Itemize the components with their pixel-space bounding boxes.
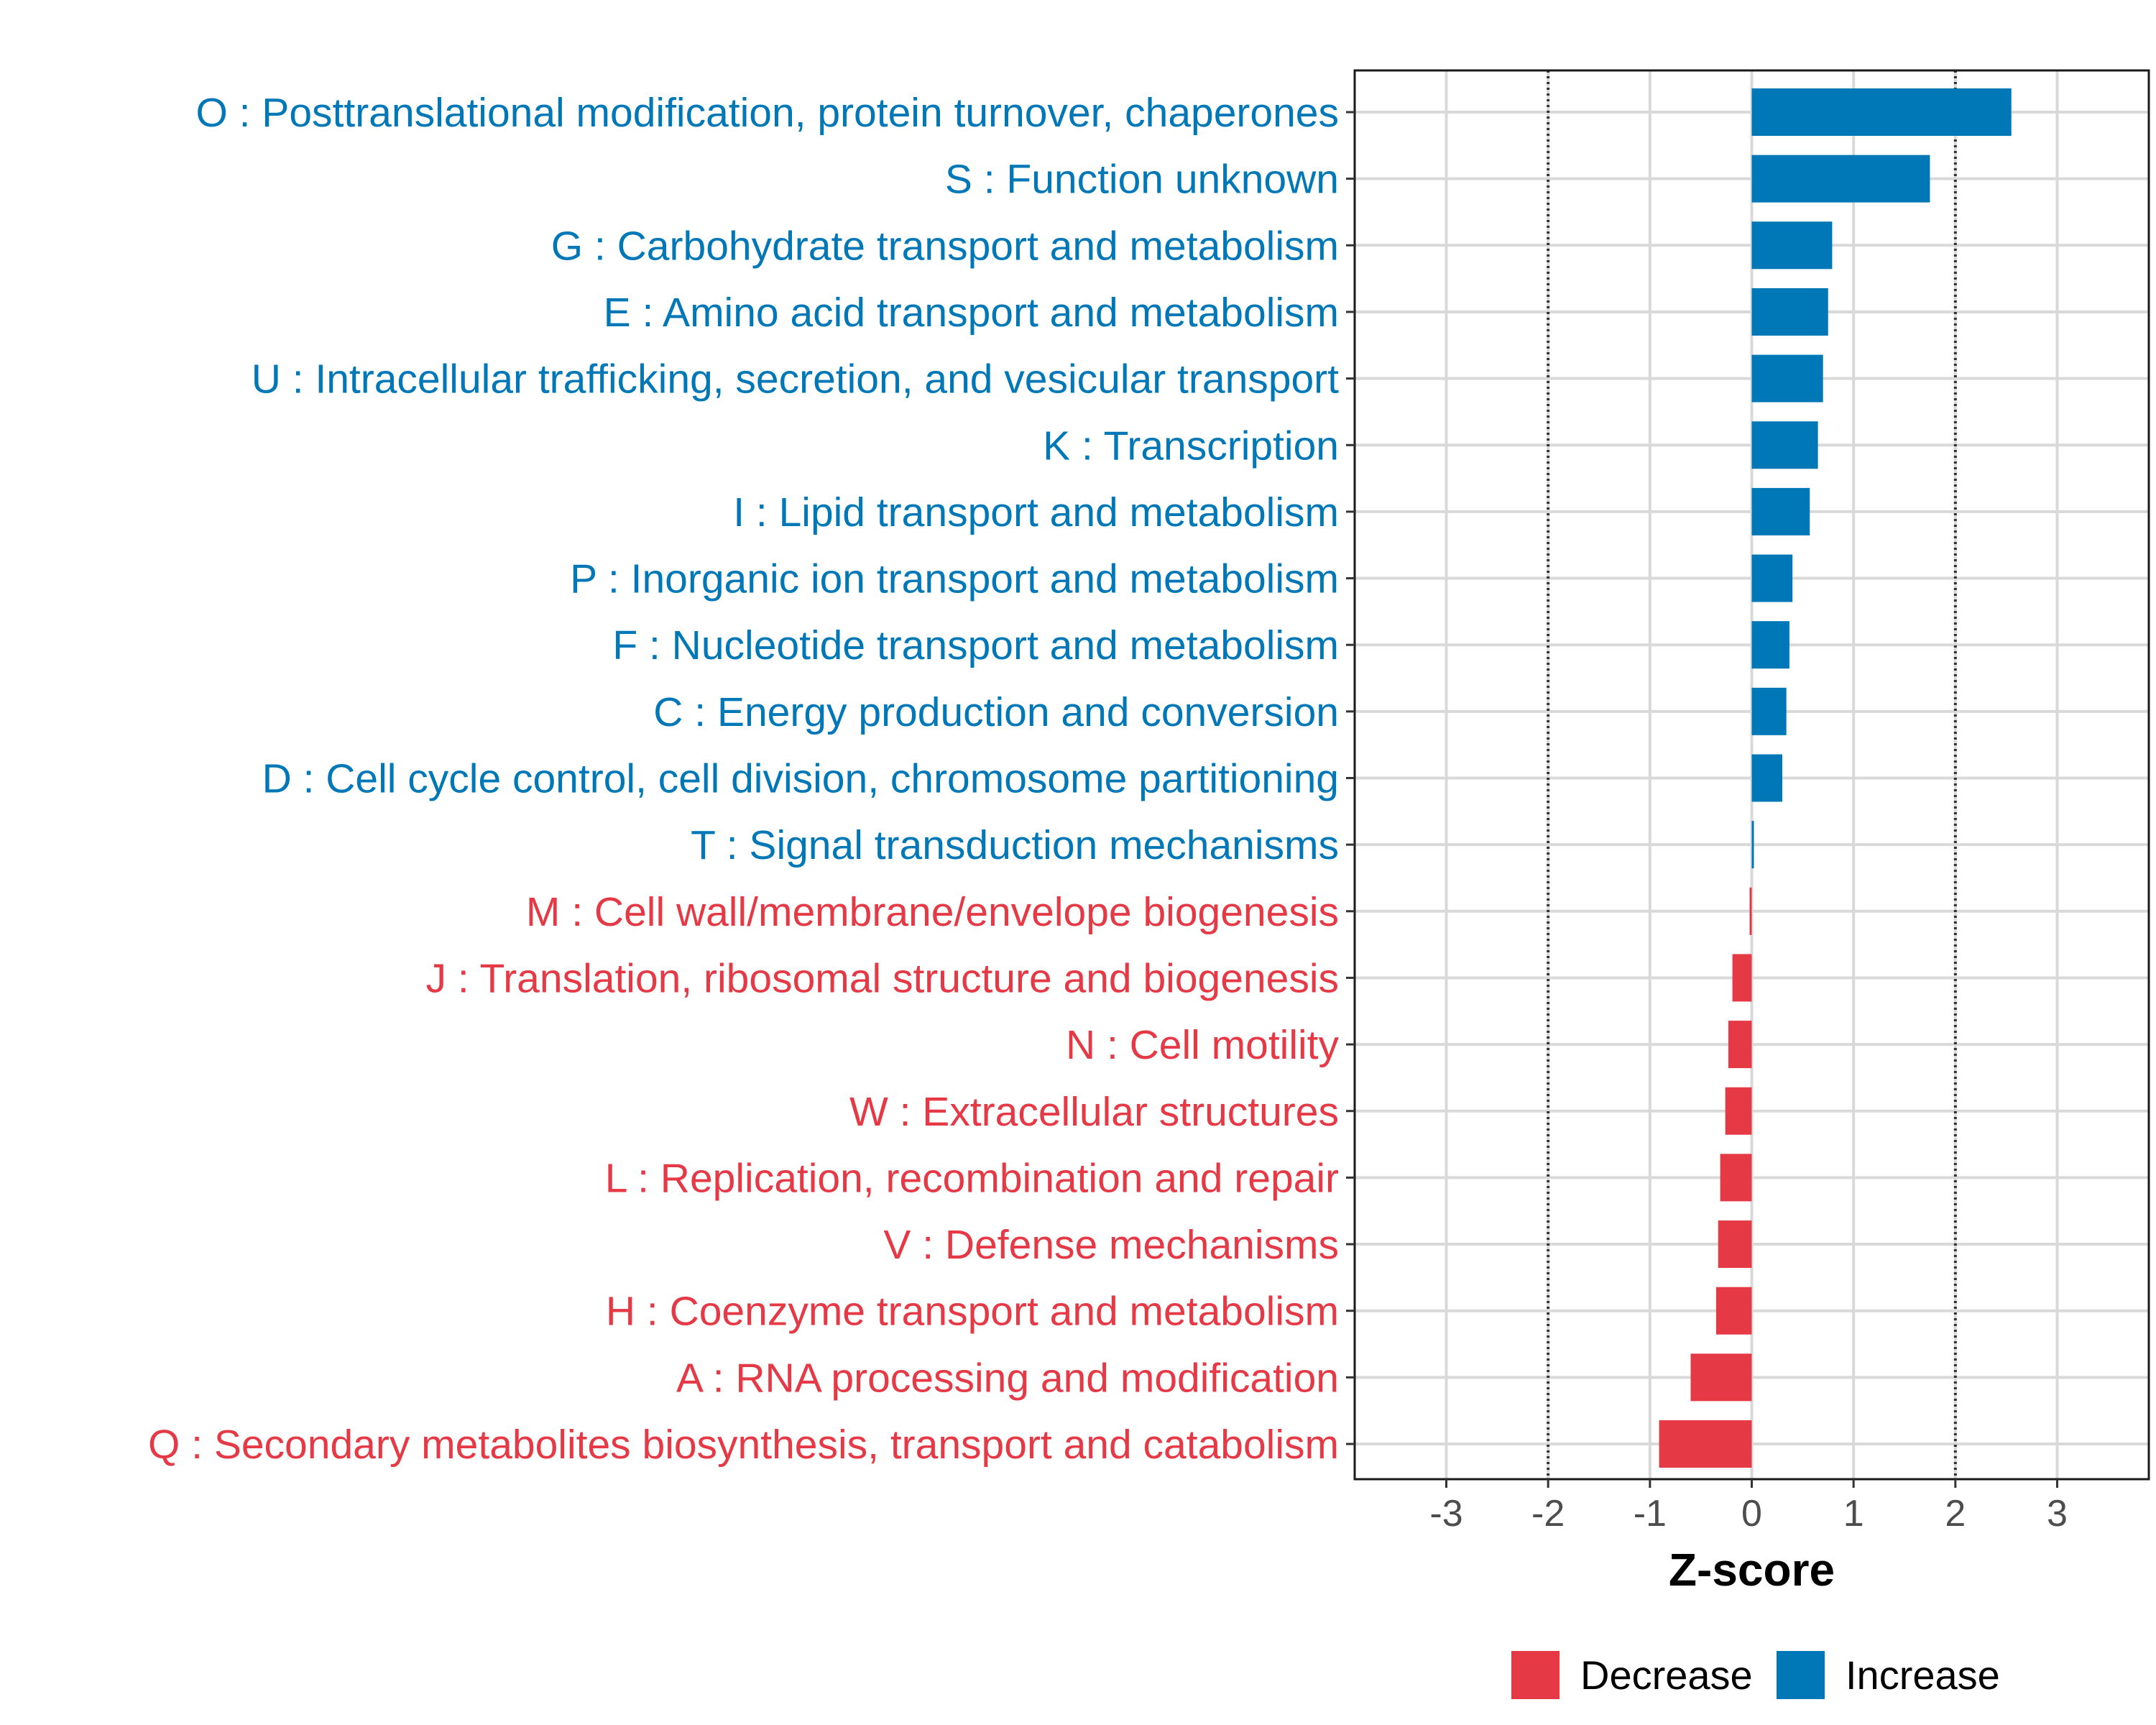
- category-label: D : Cell cycle control, cell division, c…: [262, 756, 1339, 802]
- x-tick-label: -3: [1429, 1493, 1462, 1535]
- category-label: I : Lipid transport and metabolism: [733, 489, 1339, 535]
- bar: [1751, 354, 1823, 402]
- category-label: M : Cell wall/membrane/envelope biogenes…: [526, 889, 1339, 935]
- bar: [1751, 554, 1793, 602]
- category-label: A : RNA processing and modification: [676, 1355, 1339, 1401]
- bar: [1751, 88, 2012, 136]
- category-label: N : Cell motility: [1066, 1022, 1340, 1068]
- y-axis: O : Posttranslational modification, prot…: [148, 90, 1355, 1468]
- x-axis-title: Z-score: [1669, 1544, 1835, 1596]
- bar: [1751, 421, 1818, 469]
- category-label: W : Extracellular structures: [849, 1089, 1339, 1135]
- legend-label: Increase: [1846, 1652, 2000, 1698]
- x-tick-label: 2: [1945, 1493, 1966, 1535]
- x-axis: -3 -2 -1 0 1 2 3: [1429, 1479, 2068, 1535]
- legend-label: Decrease: [1580, 1652, 1753, 1698]
- category-label: T : Signal transduction mechanisms: [691, 822, 1339, 868]
- legend-swatch: [1511, 1651, 1560, 1699]
- category-label: J : Translation, ribosomal structure and…: [426, 955, 1339, 1001]
- category-label: E : Amino acid transport and metabolism: [604, 290, 1339, 336]
- category-label: O : Posttranslational modification, prot…: [195, 90, 1339, 136]
- x-tick-label: 1: [1843, 1493, 1864, 1535]
- bar: [1749, 887, 1752, 935]
- category-label: L : Replication, recombination and repai…: [605, 1155, 1339, 1201]
- bar: [1751, 155, 1930, 203]
- bar: [1728, 1021, 1752, 1069]
- x-tick-label: -1: [1634, 1493, 1667, 1535]
- category-label: Q : Secondary metabolites biosynthesis, …: [148, 1422, 1339, 1468]
- bar: [1751, 487, 1810, 535]
- bar: [1751, 221, 1833, 270]
- bar: [1720, 1154, 1752, 1202]
- bar: [1725, 1087, 1752, 1135]
- x-tick-label: 3: [2047, 1493, 2068, 1535]
- legend: Decrease Increase: [1511, 1651, 2000, 1699]
- bar: [1659, 1420, 1752, 1468]
- category-label: G : Carbohydrate transport and metabolis…: [551, 223, 1339, 269]
- bar: [1751, 821, 1754, 869]
- category-label: U : Intracellular trafficking, secretion…: [252, 356, 1339, 402]
- bar: [1690, 1353, 1752, 1402]
- bar: [1718, 1220, 1752, 1269]
- bar: [1751, 754, 1782, 802]
- bar: [1751, 621, 1789, 669]
- reference-lines: [1547, 70, 1957, 1479]
- x-tick-label: -2: [1531, 1493, 1565, 1535]
- legend-swatch: [1777, 1651, 1825, 1699]
- category-label: K : Transcription: [1043, 423, 1339, 469]
- bar: [1751, 288, 1828, 336]
- bar: [1732, 954, 1752, 1002]
- bar: [1715, 1287, 1752, 1335]
- category-label: V : Defense mechanisms: [883, 1222, 1339, 1268]
- category-label: S : Function unknown: [945, 157, 1339, 203]
- category-label: C : Energy production and conversion: [653, 689, 1339, 735]
- bars: [1659, 88, 2012, 1468]
- category-label: P : Inorganic ion transport and metaboli…: [570, 556, 1339, 602]
- category-label: H : Coenzyme transport and metabolism: [606, 1289, 1339, 1335]
- category-label: F : Nucleotide transport and metabolism: [612, 622, 1339, 668]
- x-tick-label: 0: [1741, 1493, 1762, 1535]
- bar: [1751, 687, 1787, 735]
